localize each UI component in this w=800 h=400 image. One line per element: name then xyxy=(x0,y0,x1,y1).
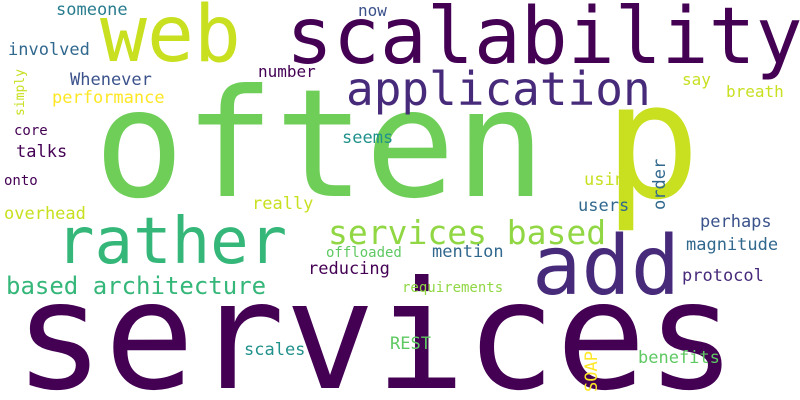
word-order: order xyxy=(650,158,670,210)
word-services-based: services based xyxy=(328,213,607,252)
word-say: say xyxy=(682,70,711,89)
word-requirements: requirements xyxy=(402,280,504,296)
word-web: web xyxy=(100,0,241,80)
word-benefits: benefits xyxy=(638,348,720,368)
word-whenever: Whenever xyxy=(70,70,152,90)
word-scalability: scalability xyxy=(286,0,800,82)
word-mention: mention xyxy=(432,242,504,262)
word-rest: REST xyxy=(390,334,431,354)
word-breath: breath xyxy=(726,82,784,101)
word-number: number xyxy=(258,62,316,81)
word-application: application xyxy=(346,62,651,116)
word-involved: involved xyxy=(8,40,90,60)
word-add: add xyxy=(532,219,681,314)
word-soap: SOAP xyxy=(582,351,602,392)
word-magnitude: magnitude xyxy=(686,235,779,255)
word-core: core xyxy=(14,123,48,139)
word-really: really xyxy=(252,194,314,214)
word-perhaps: perhaps xyxy=(700,212,772,232)
word-offloaded: offloaded xyxy=(326,245,402,261)
word-overhead: overhead xyxy=(4,204,86,224)
word-performance: performance xyxy=(52,88,165,108)
word-based-architecture: based architecture xyxy=(6,272,267,300)
word-rather: rather xyxy=(56,205,288,279)
word-scales: scales xyxy=(244,340,306,360)
word-p: p xyxy=(604,48,701,235)
word-onto: onto xyxy=(4,173,38,189)
word-often: often xyxy=(94,58,546,232)
word-using: using xyxy=(584,170,636,190)
word-services: services xyxy=(14,250,737,400)
word-protocol: protocol xyxy=(682,266,764,286)
word-reducing: reducing xyxy=(308,259,390,279)
word-seems: seems xyxy=(342,128,394,148)
word-users: users xyxy=(578,196,630,216)
word-now: now xyxy=(358,1,387,20)
word-simply: simply xyxy=(13,69,28,116)
word-talks: talks xyxy=(16,142,68,162)
word-someone: someone xyxy=(56,0,128,20)
